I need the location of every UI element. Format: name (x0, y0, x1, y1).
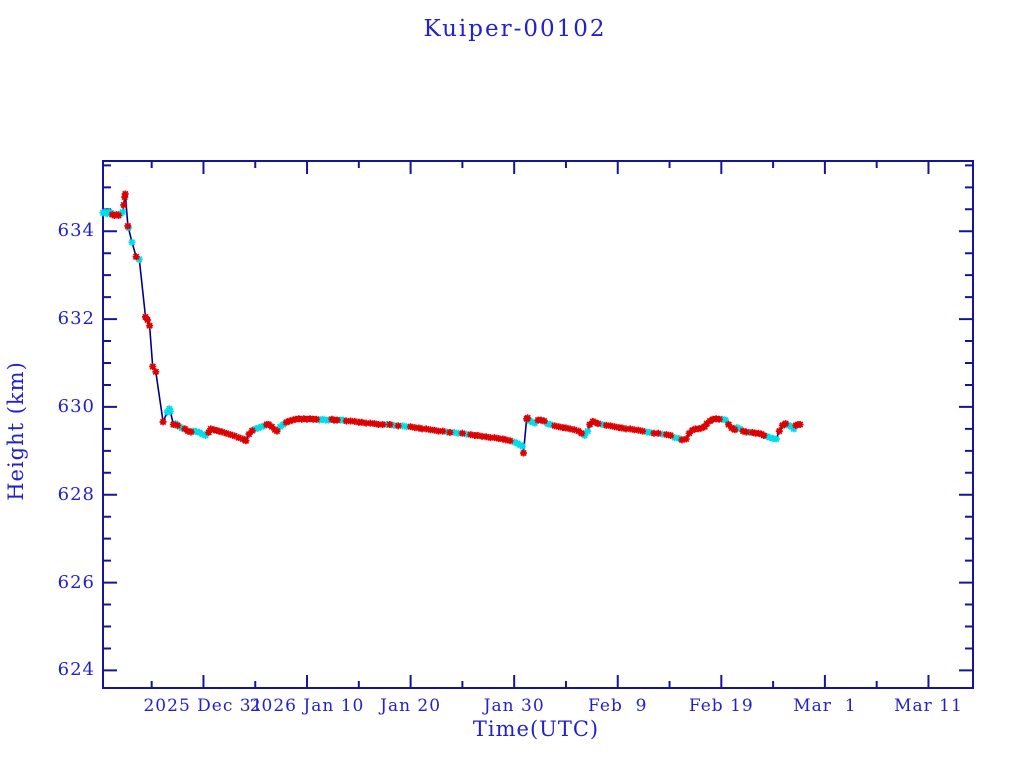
y-tick-label: 634 (57, 220, 95, 242)
y-tick-label: 626 (57, 571, 95, 593)
x-tick-label: 2026 Jan 10 (249, 696, 365, 716)
height-series-line (102, 193, 800, 454)
red-asterisk-markers (108, 190, 804, 457)
x-tick-label: Mar 11 (894, 696, 963, 716)
y-tick-label: 624 (57, 659, 95, 681)
axis-ticks (103, 161, 973, 688)
axis-box (102, 160, 974, 689)
x-tick-label: Jan 20 (380, 696, 442, 716)
x-tick-label: Mar 1 (793, 696, 857, 716)
x-tick-label: Jan 30 (483, 696, 545, 716)
x-tick-label: Feb 19 (688, 696, 754, 716)
y-tick-label: 632 (57, 308, 95, 330)
x-tick-label: 2025 Dec 31 (143, 696, 264, 716)
x-tick-label: Feb 9 (588, 696, 648, 716)
y-axis-label: Height (km) (4, 361, 28, 501)
cyan-asterisk-markers (99, 208, 798, 450)
x-axis-label: Time(UTC) (472, 717, 600, 741)
y-tick-label: 628 (57, 483, 95, 505)
y-tick-label: 630 (57, 395, 95, 417)
chart-title: Kuiper-00102 (423, 16, 607, 42)
